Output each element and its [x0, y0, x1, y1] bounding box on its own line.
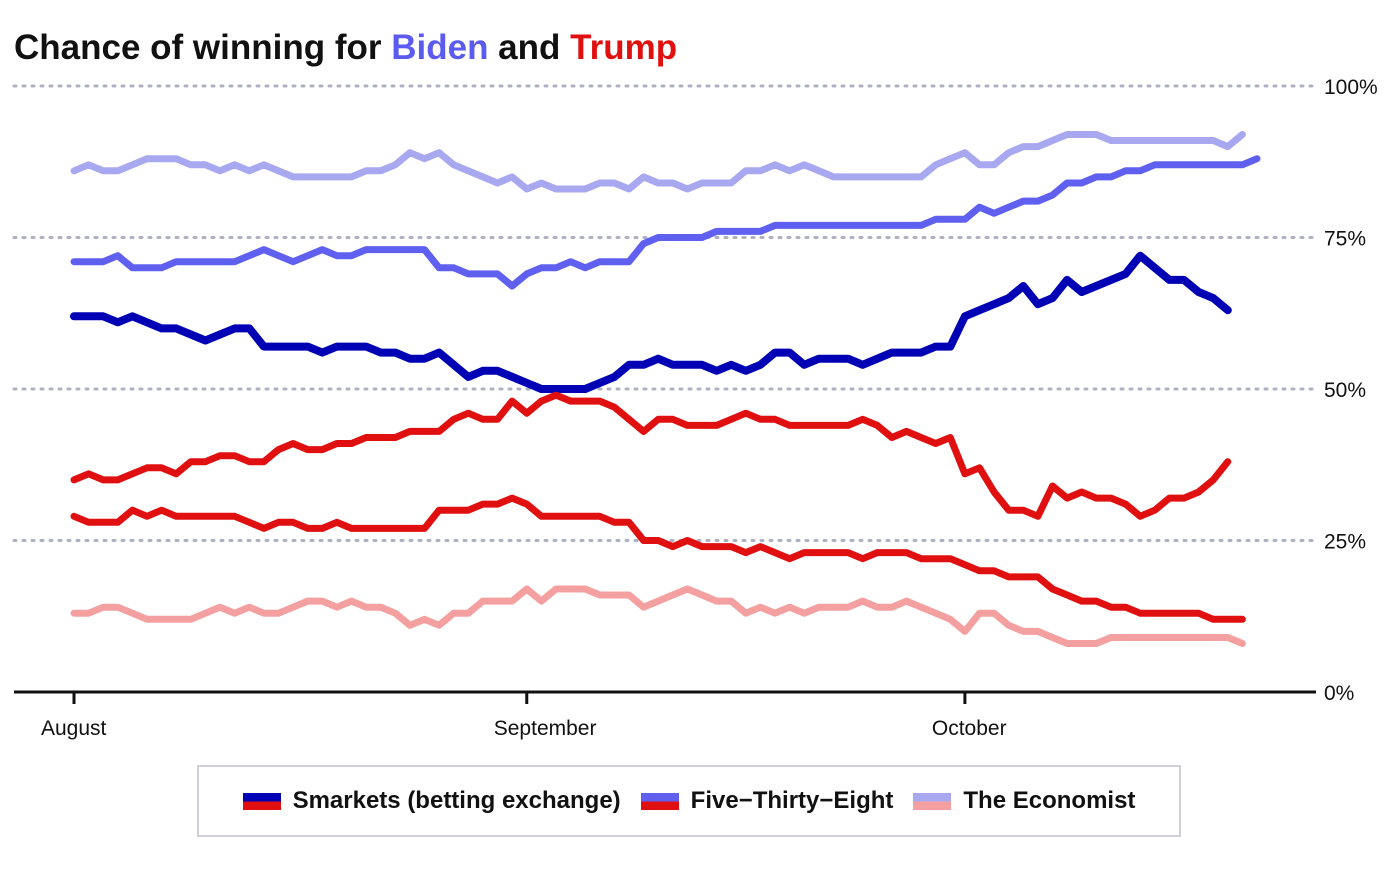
x-axis	[14, 690, 1316, 704]
legend-label-smarkets: Smarkets (betting exchange)	[292, 787, 621, 814]
chart-title-biden: Biden	[391, 28, 489, 67]
chart-title: Chance of winning for Biden and Trump	[14, 28, 677, 68]
legend-swatch-smarkets	[242, 792, 281, 810]
series-line-smarkets-trump	[70, 391, 1232, 520]
legend-swatch-economist	[913, 792, 952, 810]
legend-item-five-thirty-eight: Five−Thirty−Eight	[640, 787, 894, 815]
legend-label-five-thirty-eight: Five−Thirty−Eight	[690, 787, 894, 814]
y-tick-label: 50%	[1324, 379, 1366, 402]
tick-labels: 0% 25% 50% 75% 100% August September October	[41, 76, 1378, 740]
legend-swatch-five-thirty-eight	[640, 792, 679, 810]
legend-item-smarkets: Smarkets (betting exchange)	[242, 787, 621, 815]
chart-title-trump: Trump	[570, 28, 678, 67]
series-line-smarkets-biden	[70, 251, 1232, 393]
y-tick-label: 100%	[1324, 76, 1378, 99]
y-tick-label: 25%	[1324, 531, 1366, 554]
chart-plot-area: 0% 25% 50% 75% 100% August September October	[12, 76, 1378, 740]
x-tick-label: August	[41, 717, 107, 740]
gridlines	[12, 84, 1318, 542]
legend-item-economist: The Economist	[913, 787, 1135, 815]
legend-label-economist: The Economist	[963, 787, 1136, 814]
series-lines	[70, 131, 1261, 647]
series-line-fte-biden	[70, 155, 1261, 290]
x-tick-label: September	[494, 717, 597, 740]
chart-title-prefix: Chance of winning for	[14, 28, 392, 67]
y-tick-label: 75%	[1324, 228, 1366, 251]
legend: Smarkets (betting exchange) Five−Thirty−…	[197, 765, 1181, 837]
series-line-economist-trump	[70, 585, 1246, 647]
series-line-fte-trump	[70, 494, 1246, 623]
y-tick-label: 0%	[1324, 682, 1354, 705]
x-tick-label: October	[932, 717, 1007, 740]
series-line-economist-biden	[70, 131, 1246, 193]
chart-title-mid: and	[488, 28, 571, 67]
